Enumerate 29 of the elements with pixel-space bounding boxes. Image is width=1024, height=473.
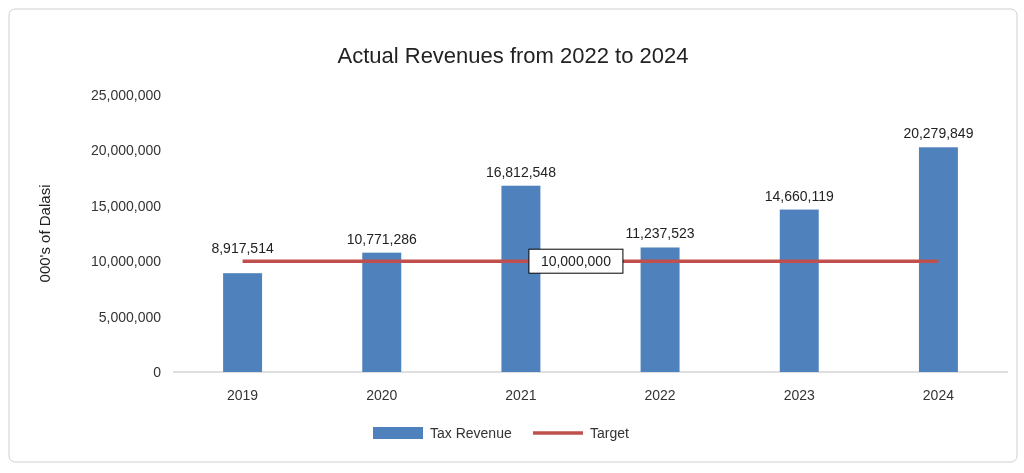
legend-label: Tax Revenue (430, 425, 512, 441)
y-tick-label: 10,000,000 (90, 253, 162, 270)
legend-label: Target (590, 425, 630, 441)
x-tick-label: 2019 (227, 387, 259, 403)
data-label: 10,000,000 (540, 253, 612, 270)
bar (640, 247, 680, 372)
data-label: 11,237,523 (625, 225, 695, 242)
x-tick-label: 2024 (922, 387, 955, 403)
bar (918, 147, 958, 372)
x-tick-label: 2020 (366, 387, 398, 403)
x-tick-label: 2022 (644, 387, 676, 403)
chart-title: Actual Revenues from 2022 to 2024 (337, 43, 689, 68)
bar (362, 252, 402, 372)
y-tick-label: 0 (153, 364, 162, 380)
data-label: 10,771,286 (346, 230, 417, 247)
bar (501, 185, 541, 372)
x-tick-label: 2021 (505, 387, 537, 403)
bar (779, 209, 819, 372)
data-label: 16,812,548 (485, 163, 557, 180)
y-axis-title: 000's of Dalasi (36, 184, 53, 283)
data-label: 20,279,849 (903, 125, 974, 142)
y-tick-label: 25,000,000 (90, 87, 162, 103)
y-tick-label: 5,000,000 (98, 308, 162, 325)
x-tick-label: 2023 (783, 387, 816, 403)
data-label: 14,660,119 (764, 187, 834, 204)
y-tick-label: 20,000,000 (90, 142, 162, 159)
data-label: 8,917,514 (211, 240, 274, 257)
bar (223, 273, 263, 372)
y-tick-label: 15,000,000 (90, 197, 162, 214)
